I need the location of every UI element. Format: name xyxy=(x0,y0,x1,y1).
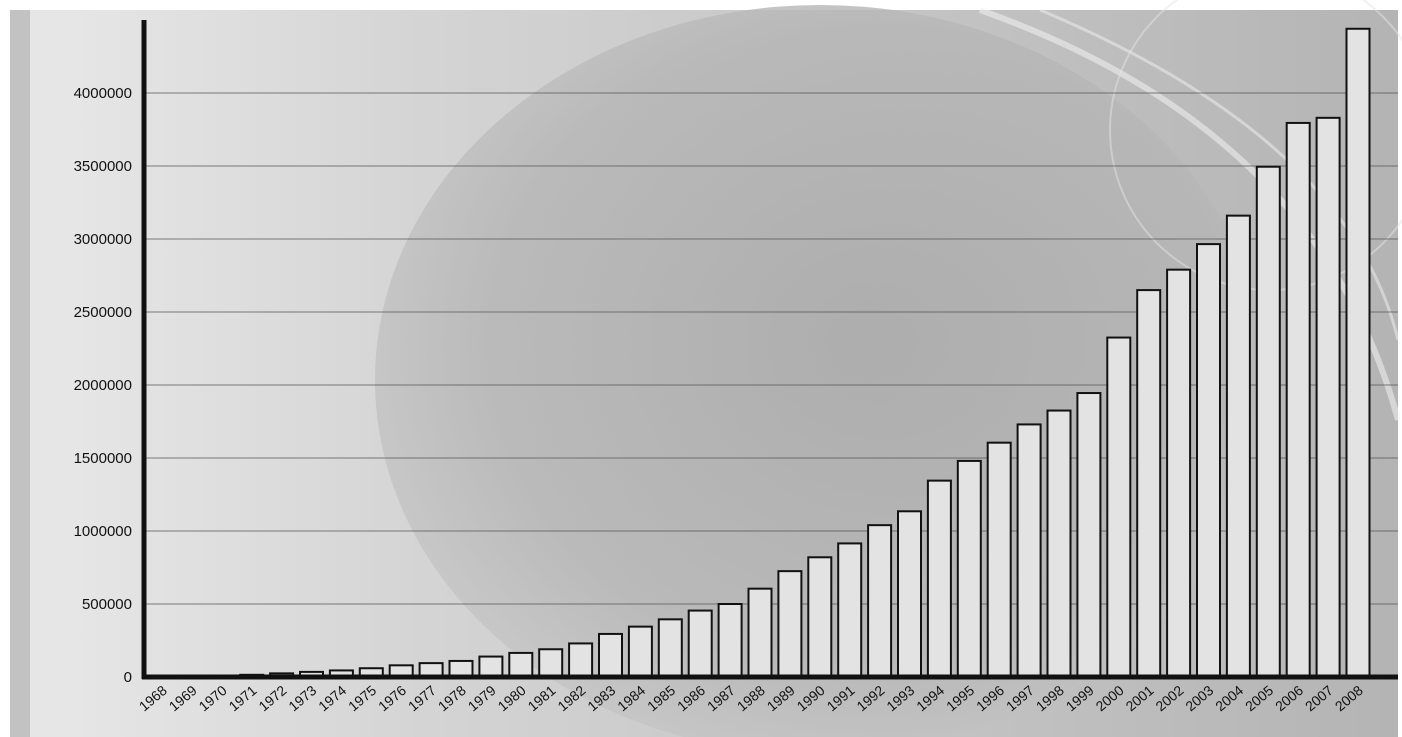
bar-2002 xyxy=(1166,268,1192,678)
y-tick-label: 0 xyxy=(124,669,132,686)
y-tick-label: 1500000 xyxy=(74,450,132,467)
bar-2003 xyxy=(1196,243,1221,679)
bar-1994 xyxy=(926,479,952,678)
axes xyxy=(141,20,1398,680)
bar-1983 xyxy=(598,632,623,678)
bar-1984 xyxy=(627,625,653,679)
bar-2001 xyxy=(1136,289,1162,678)
bar-1991 xyxy=(837,542,863,678)
bar-1998 xyxy=(1046,409,1072,678)
bar-1988 xyxy=(747,587,773,678)
y-tick-label: 2000000 xyxy=(74,377,132,394)
bar-1996 xyxy=(986,441,1012,679)
bar-1985 xyxy=(657,618,683,679)
y-axis-tick-labels: 0 500000 1000000 1500000 2000000 2500000 30000… xyxy=(74,85,132,686)
bar-2008 xyxy=(1345,27,1371,678)
bar-1986 xyxy=(687,609,713,679)
bar-1992 xyxy=(867,524,893,678)
bar-1982 xyxy=(568,642,594,678)
bar-1993 xyxy=(897,510,922,679)
y-tick-label: 2500000 xyxy=(74,304,132,321)
bars xyxy=(209,27,1371,679)
bar-1990 xyxy=(807,556,833,679)
bar-2006 xyxy=(1285,121,1311,679)
y-tick-label: 3500000 xyxy=(74,158,132,175)
bar-1980 xyxy=(508,651,534,678)
bar-1989 xyxy=(777,570,803,679)
bar-1981 xyxy=(538,648,564,679)
y-tick-label: 4000000 xyxy=(74,85,132,102)
bar-1995 xyxy=(956,459,982,679)
bar-1997 xyxy=(1016,423,1042,679)
bar-2000 xyxy=(1106,336,1132,678)
bar-1999 xyxy=(1076,392,1102,678)
y-tick-label: 3000000 xyxy=(74,231,132,248)
bar-1979 xyxy=(478,655,504,678)
y-tick-label: 500000 xyxy=(82,596,132,613)
bar-2007 xyxy=(1315,116,1341,678)
y-tick-label: 1000000 xyxy=(74,523,132,540)
bar-1987 xyxy=(717,603,743,678)
bar-2005 xyxy=(1255,165,1281,678)
bar-2004 xyxy=(1225,214,1251,678)
